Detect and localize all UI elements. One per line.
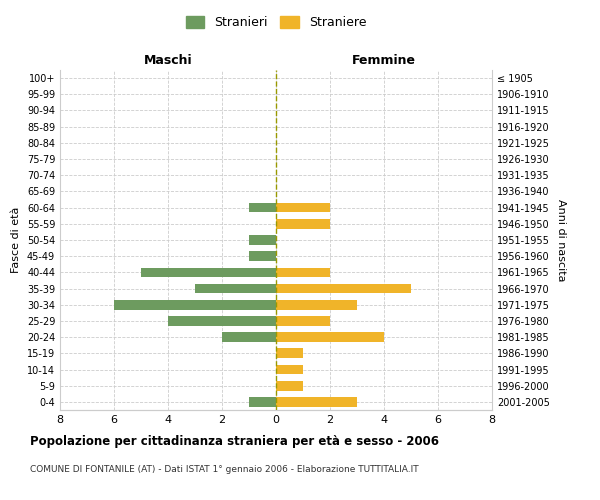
Bar: [249, 397, 276, 407]
Text: Maschi: Maschi: [143, 54, 193, 67]
Bar: [249, 235, 276, 245]
Y-axis label: Anni di nascita: Anni di nascita: [556, 198, 566, 281]
Bar: [276, 268, 330, 277]
Bar: [276, 381, 303, 390]
Y-axis label: Fasce di età: Fasce di età: [11, 207, 21, 273]
Legend: Stranieri, Straniere: Stranieri, Straniere: [181, 11, 371, 34]
Bar: [276, 348, 303, 358]
Bar: [276, 284, 411, 294]
Bar: [249, 252, 276, 261]
Text: COMUNE DI FONTANILE (AT) - Dati ISTAT 1° gennaio 2006 - Elaborazione TUTTITALIA.: COMUNE DI FONTANILE (AT) - Dati ISTAT 1°…: [30, 465, 419, 474]
Bar: [276, 203, 330, 212]
Bar: [168, 316, 276, 326]
Bar: [195, 284, 276, 294]
Text: Femmine: Femmine: [352, 54, 416, 67]
Bar: [222, 332, 276, 342]
Bar: [276, 316, 330, 326]
Bar: [141, 268, 276, 277]
Bar: [276, 300, 357, 310]
Bar: [114, 300, 276, 310]
Bar: [276, 397, 357, 407]
Bar: [276, 332, 384, 342]
Text: Popolazione per cittadinanza straniera per età e sesso - 2006: Popolazione per cittadinanza straniera p…: [30, 435, 439, 448]
Bar: [249, 203, 276, 212]
Bar: [276, 219, 330, 228]
Bar: [276, 364, 303, 374]
